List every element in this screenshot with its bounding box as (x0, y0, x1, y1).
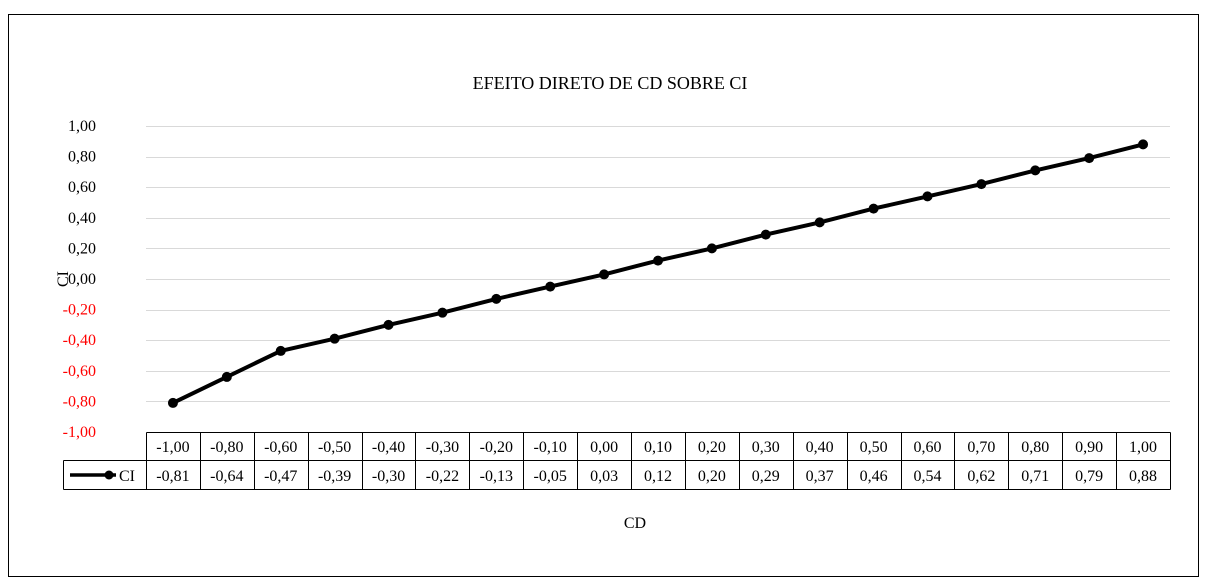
data-table-value: -0,13 (480, 468, 513, 485)
data-point (760, 229, 771, 240)
x-category-label: 0,20 (698, 439, 726, 456)
data-table-value: -0,30 (372, 468, 405, 485)
x-category-label: 0,50 (860, 439, 888, 456)
data-point (1138, 139, 1149, 150)
data-table-value: -0,05 (534, 468, 567, 485)
x-category-label: 1,00 (1129, 439, 1157, 456)
x-category-label: -1,00 (156, 439, 189, 456)
series-layer (167, 139, 1149, 408)
data-table-value: 0,03 (590, 468, 618, 485)
x-category-label: -0,10 (534, 439, 567, 456)
y-tick-label: 0,60 (68, 179, 96, 196)
x-category-label: 0,10 (644, 439, 672, 456)
data-point (491, 293, 502, 304)
data-point (1030, 165, 1041, 176)
y-tick-label: 0,80 (68, 149, 96, 166)
y-tick-label: -0,60 (63, 363, 96, 380)
data-point (437, 307, 448, 318)
data-table-value: -0,22 (426, 468, 459, 485)
data-point (545, 281, 556, 292)
data-point (599, 269, 610, 280)
x-category-label: 0,90 (1075, 439, 1103, 456)
y-tick-label: 1,00 (68, 118, 96, 135)
x-category-label: -0,80 (210, 439, 243, 456)
data-point (1084, 153, 1095, 164)
legend-series-name: CI (119, 468, 135, 485)
data-point (706, 243, 717, 254)
data-point (167, 397, 178, 408)
x-category-label: -0,50 (318, 439, 351, 456)
data-point (868, 203, 879, 214)
y-tick-label: -0,20 (63, 302, 96, 319)
data-point (976, 179, 987, 190)
data-table-value: 0,12 (644, 468, 672, 485)
data-table-value: 0,88 (1129, 468, 1157, 485)
x-category-label: -0,30 (426, 439, 459, 456)
y-tick-label: -0,80 (63, 393, 96, 410)
data-table-value: 0,29 (752, 468, 780, 485)
gridlines (146, 126, 1170, 402)
y-tick-label: -0,40 (63, 332, 96, 349)
x-category-label: 0,30 (752, 439, 780, 456)
x-axis-label: CD (624, 515, 646, 532)
legend-marker-key (104, 470, 114, 480)
data-table-value: -0,39 (318, 468, 351, 485)
x-category-label: -0,60 (264, 439, 297, 456)
y-tick-label: 0,20 (68, 240, 96, 257)
x-category-label: 0,40 (806, 439, 834, 456)
data-table: -1,00 -0,81 -0,80 -0,64 -0,60 -0,47 -0,50 -0,39… (63, 432, 1171, 490)
chart-border (8, 14, 1199, 577)
data-table-value: 0,79 (1075, 468, 1103, 485)
x-category-label: -0,40 (372, 439, 405, 456)
x-category-label: -0,20 (480, 439, 513, 456)
data-point (814, 217, 825, 228)
data-table-value: -0,64 (210, 468, 243, 485)
data-table-value: -0,81 (156, 468, 189, 485)
data-point (383, 319, 394, 330)
y-tick-labels: -1,00 -0,80 -0,60 -0,40 -0,20 0,00 0,20 0,40 0,6… (63, 118, 96, 441)
y-axis-label: CI (55, 271, 72, 287)
x-category-label: 0,00 (590, 439, 618, 456)
data-point (275, 345, 286, 356)
y-tick-label: 0,40 (68, 210, 96, 227)
data-table-value: -0,47 (264, 468, 297, 485)
data-table-value: 0,46 (860, 468, 888, 485)
data-table-value: 0,62 (967, 468, 995, 485)
y-tick-label: 0,00 (68, 271, 96, 288)
data-point (329, 333, 340, 344)
chart-title: EFEITO DIRETO DE CD SOBRE CI (473, 73, 748, 93)
data-table-value: 0,20 (698, 468, 726, 485)
x-category-label: 0,60 (913, 439, 941, 456)
data-table-value: 0,37 (806, 468, 834, 485)
x-category-label: 0,70 (967, 439, 995, 456)
y-tick-label: -1,00 (63, 424, 96, 441)
data-point (221, 371, 232, 382)
data-table-value: 0,71 (1021, 468, 1049, 485)
data-table-value: 0,54 (913, 468, 941, 485)
data-point (922, 191, 933, 202)
data-point (653, 255, 663, 266)
x-category-label: 0,80 (1021, 439, 1049, 456)
